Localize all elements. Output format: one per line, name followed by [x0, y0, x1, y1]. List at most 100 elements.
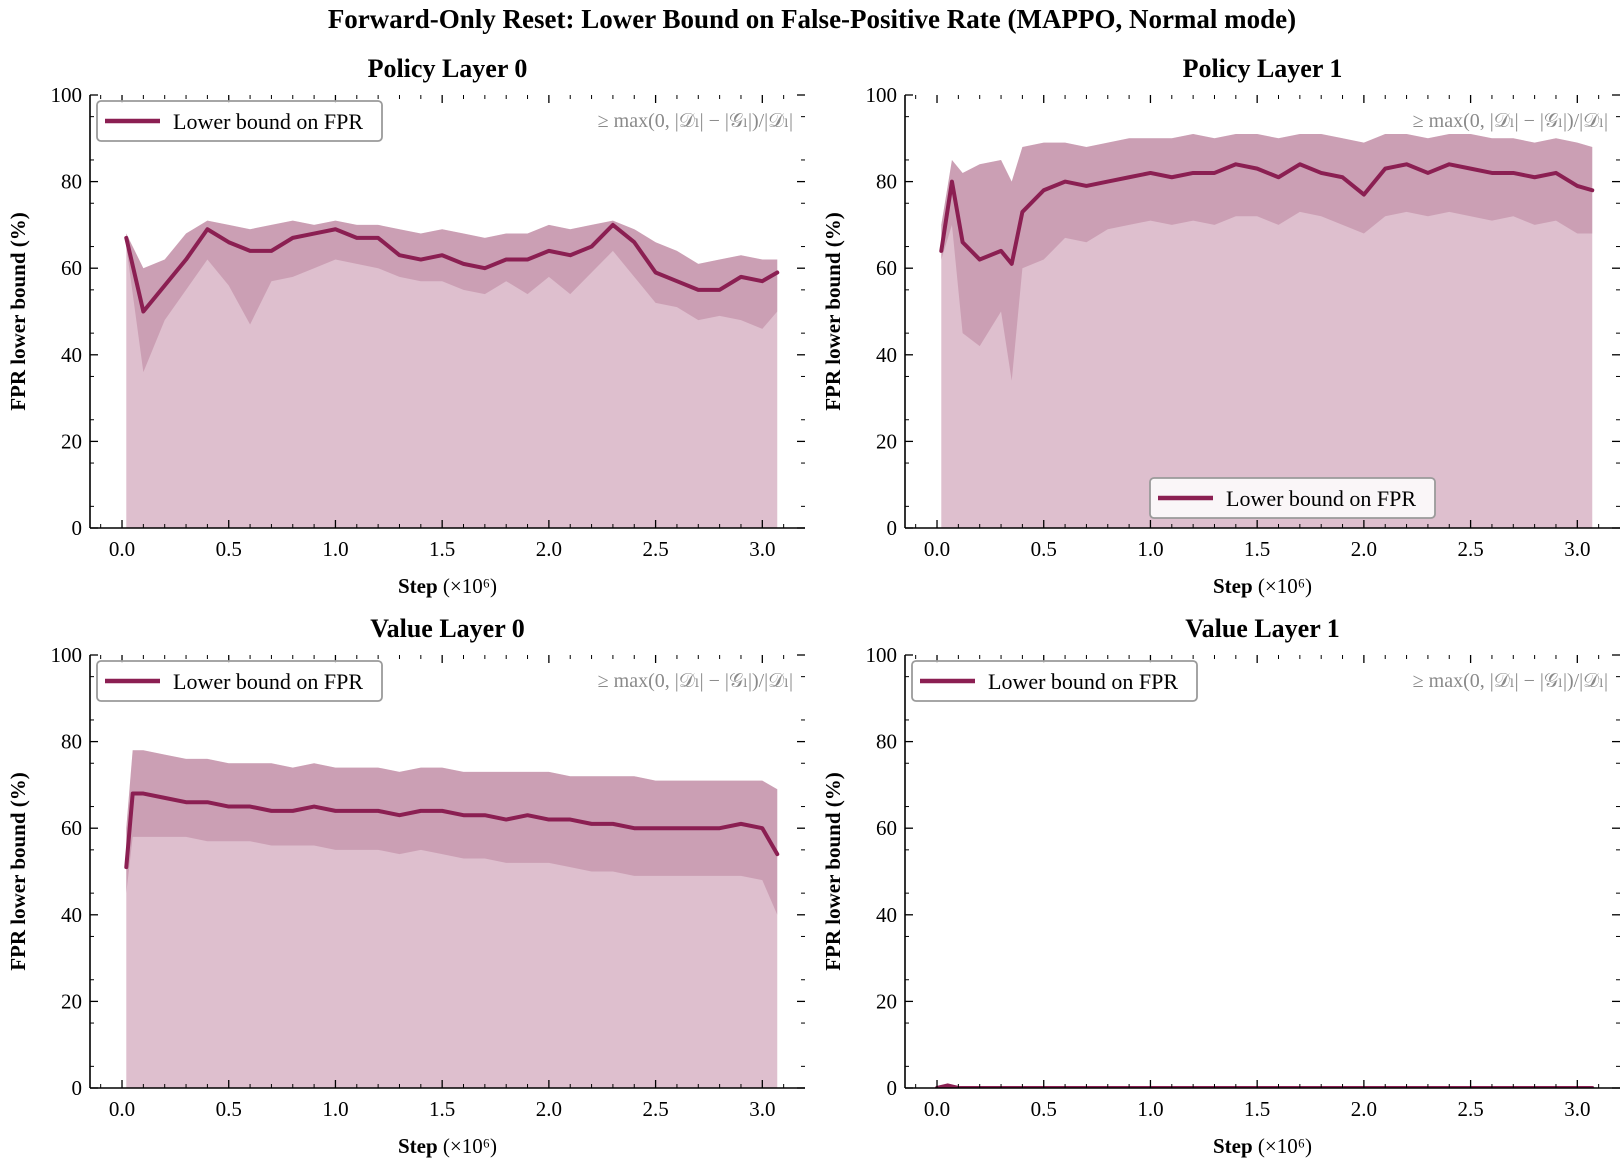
x-tick-label: 0.0	[924, 1097, 950, 1121]
x-tick-label: 1.5	[429, 1097, 455, 1121]
x-tick-label: 1.0	[322, 1097, 348, 1121]
inner-band-area	[126, 220, 778, 373]
legend-box	[96, 660, 383, 702]
y-axis-label: FPR lower bound (%)	[6, 212, 30, 411]
y-tick-label: 100	[866, 643, 898, 667]
x-tick-label: 3.0	[1564, 1097, 1590, 1121]
y-axis-label: FPR lower bound (%)	[821, 212, 845, 411]
fpr-series-line	[124, 222, 780, 314]
legend: Lower bound on FPR	[96, 660, 383, 702]
y-tick-label: 80	[876, 730, 897, 754]
bound-formula-annotation: ≥ max(0, |𝒟ₗ| − |𝒢ₗ|)/|𝒟ₗ|	[598, 670, 793, 692]
outer-band-area	[941, 133, 1593, 528]
fpr-series-line	[124, 791, 780, 870]
x-tick-label: 0.0	[109, 1097, 135, 1121]
legend-box	[1149, 477, 1436, 519]
y-tick-label: 40	[876, 903, 897, 927]
panel-title: Value Layer 1	[1185, 614, 1340, 643]
x-tick-label: 0.5	[216, 537, 242, 561]
x-tick-label: 0.5	[216, 1097, 242, 1121]
inner-band-area	[941, 133, 1593, 381]
x-axis-label: Step (×10⁶)	[398, 1134, 497, 1158]
bound-formula-annotation: ≥ max(0, |𝒟ₗ| − |𝒢ₗ|)/|𝒟ₗ|	[1413, 110, 1608, 132]
x-tick-label: 3.0	[749, 537, 775, 561]
series-group	[939, 133, 1595, 528]
series-group	[935, 1083, 1595, 1088]
y-tick-label: 0	[887, 516, 898, 540]
y-axis-label: FPR lower bound (%)	[821, 772, 845, 971]
x-tick-label: 1.5	[1244, 537, 1270, 561]
legend-box	[911, 660, 1198, 702]
y-tick-label: 0	[72, 1076, 83, 1100]
x-tick-label: 2.5	[642, 1097, 668, 1121]
panel-title: Policy Layer 1	[1183, 54, 1343, 83]
x-tick-label: 0.5	[1031, 537, 1057, 561]
legend-label: Lower bound on FPR	[173, 109, 363, 134]
y-tick-label: 100	[51, 643, 83, 667]
x-axis-label-bold: Step	[398, 574, 443, 598]
legend: Lower bound on FPR	[1149, 477, 1436, 519]
x-axis-label: Step (×10⁶)	[398, 574, 497, 598]
x-tick-label: 1.0	[322, 537, 348, 561]
x-axis-label-bold: Step	[1213, 1134, 1258, 1158]
y-tick-label: 40	[61, 903, 82, 927]
y-tick-label: 60	[876, 816, 897, 840]
y-tick-label: 0	[72, 516, 83, 540]
fpr-series-line	[935, 1083, 1595, 1088]
panel-title: Policy Layer 0	[368, 54, 528, 83]
inner-band-area	[126, 750, 778, 915]
y-tick-label: 60	[61, 256, 82, 280]
y-tick-label: 20	[876, 989, 897, 1013]
legend: Lower bound on FPR	[911, 660, 1198, 702]
y-tick-label: 100	[51, 83, 83, 107]
x-axis-label-unit: (×10⁶)	[1258, 1134, 1312, 1158]
x-tick-label: 1.0	[1137, 1097, 1163, 1121]
series-group	[124, 750, 780, 1088]
legend-label: Lower bound on FPR	[1226, 486, 1416, 511]
outer-band-area	[126, 750, 778, 1088]
x-tick-label: 2.0	[536, 537, 562, 561]
x-tick-label: 2.5	[642, 537, 668, 561]
x-axis-label-bold: Step	[1213, 574, 1258, 598]
panel-title: Value Layer 0	[370, 614, 525, 643]
figure-suptitle: Forward-Only Reset: Lower Bound on False…	[327, 4, 1297, 34]
y-tick-label: 40	[61, 343, 82, 367]
x-tick-label: 3.0	[749, 1097, 775, 1121]
legend-box	[96, 100, 383, 142]
panel-1: Policy Layer 0 0 20 40 60 80 100 0.0 0.5 1.0 1.5 2.…	[6, 54, 805, 598]
x-tick-label: 2.0	[1351, 1097, 1377, 1121]
x-axis-label-unit: (×10⁶)	[1258, 574, 1312, 598]
x-axis-label: Step (×10⁶)	[1213, 574, 1312, 598]
panel-4: Value Layer 1 0 20 40 60 80 100 0.0 0.5 1.0 1.5 2.0…	[821, 614, 1620, 1158]
y-tick-label: 20	[876, 429, 897, 453]
x-tick-label: 3.0	[1564, 537, 1590, 561]
x-tick-label: 1.5	[1244, 1097, 1270, 1121]
bound-formula-annotation: ≥ max(0, |𝒟ₗ| − |𝒢ₗ|)/|𝒟ₗ|	[598, 110, 793, 132]
legend-label: Lower bound on FPR	[988, 669, 1178, 694]
x-axis-label-bold: Step	[398, 1134, 443, 1158]
y-tick-label: 100	[866, 83, 898, 107]
legend: Lower bound on FPR	[96, 100, 383, 142]
y-tick-label: 20	[61, 989, 82, 1013]
series-group	[124, 220, 780, 528]
y-tick-label: 40	[876, 343, 897, 367]
panel-3: Value Layer 0 0 20 40 60 80 100 0.0 0.5 1.0 1.5 2.0…	[6, 614, 805, 1158]
y-tick-label: 20	[61, 429, 82, 453]
y-axis-label: FPR lower bound (%)	[6, 772, 30, 971]
x-tick-label: 2.0	[536, 1097, 562, 1121]
x-axis-label-unit: (×10⁶)	[443, 1134, 497, 1158]
x-axis-label-unit: (×10⁶)	[443, 574, 497, 598]
x-axis-label: Step (×10⁶)	[1213, 1134, 1312, 1158]
y-tick-label: 60	[876, 256, 897, 280]
bound-formula-annotation: ≥ max(0, |𝒟ₗ| − |𝒢ₗ|)/|𝒟ₗ|	[1413, 670, 1608, 692]
x-tick-label: 0.0	[924, 537, 950, 561]
legend-label: Lower bound on FPR	[173, 669, 363, 694]
panel-2: Policy Layer 1 0 20 40 60 80 100 0.0 0.5 1.0 1.5 2.…	[821, 54, 1620, 598]
y-tick-label: 60	[61, 816, 82, 840]
y-tick-label: 80	[876, 170, 897, 194]
fpr-series-line	[939, 162, 1595, 266]
x-tick-label: 2.0	[1351, 537, 1377, 561]
outer-band-area	[126, 220, 778, 528]
